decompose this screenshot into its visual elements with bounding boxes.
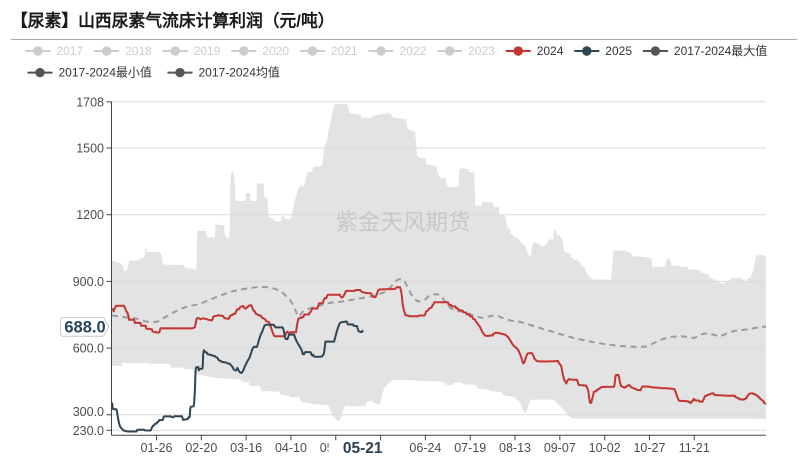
svg-text:06-24: 06-24 [409, 441, 441, 455]
svg-text:2018: 2018 [125, 44, 152, 58]
svg-text:【尿素】山西尿素气流床计算利润（元/吨）: 【尿素】山西尿素气流床计算利润（元/吨） [11, 11, 335, 31]
svg-text:紫金天风期货: 紫金天风期货 [335, 210, 470, 235]
svg-text:04-10: 04-10 [275, 441, 307, 455]
svg-text:1200: 1200 [76, 208, 104, 222]
svg-text:2017-2024最大值: 2017-2024最大值 [674, 43, 767, 58]
svg-text:900.0: 900.0 [73, 275, 104, 289]
svg-text:2023: 2023 [468, 44, 495, 58]
svg-text:2017: 2017 [57, 44, 84, 58]
svg-text:2025: 2025 [605, 44, 632, 58]
svg-text:2020: 2020 [262, 44, 289, 58]
svg-text:08-13: 08-13 [499, 441, 531, 455]
svg-text:300.0: 300.0 [73, 405, 104, 419]
svg-text:2022: 2022 [400, 44, 427, 58]
svg-text:688.0: 688.0 [64, 319, 105, 337]
svg-text:10-02: 10-02 [589, 441, 621, 455]
svg-text:2017-2024均值: 2017-2024均值 [199, 65, 280, 80]
svg-text:230.0: 230.0 [73, 424, 104, 438]
svg-text:2017-2024最小值: 2017-2024最小值 [59, 65, 152, 80]
svg-text:10-27: 10-27 [633, 441, 665, 455]
svg-text:2019: 2019 [194, 44, 221, 58]
svg-text:1708: 1708 [76, 95, 104, 109]
svg-text:07-19: 07-19 [454, 441, 486, 455]
svg-text:2024: 2024 [537, 44, 564, 58]
svg-text:1500: 1500 [76, 142, 104, 156]
svg-text:600.0: 600.0 [73, 342, 104, 356]
svg-text:03-16: 03-16 [230, 441, 262, 455]
svg-text:11-21: 11-21 [679, 441, 710, 455]
svg-text:2021: 2021 [331, 44, 358, 58]
svg-text:09-07: 09-07 [544, 441, 576, 455]
svg-text:02-20: 02-20 [185, 441, 217, 455]
svg-text:01-26: 01-26 [141, 441, 173, 455]
svg-text:05-21: 05-21 [343, 440, 383, 457]
